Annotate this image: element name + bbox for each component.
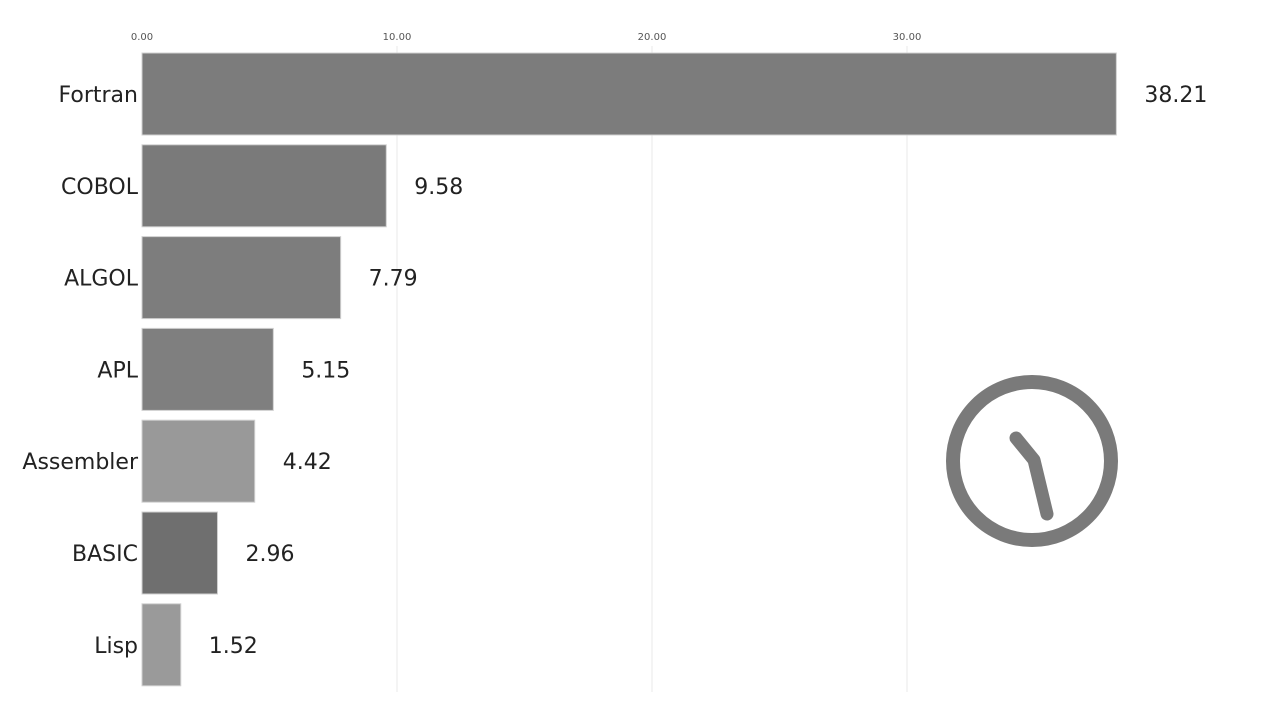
bar-fortran <box>141 52 1117 136</box>
value-label: 38.21 <box>1144 83 1207 108</box>
timer-hand <box>1009 431 1054 521</box>
category-label: BASIC <box>72 542 138 567</box>
x-tick-label: 0.00 <box>131 32 153 43</box>
bar-basic <box>141 511 218 595</box>
category-label: COBOL <box>61 175 139 200</box>
value-label: 2.96 <box>245 542 294 567</box>
bars <box>141 52 1117 687</box>
bar-apl <box>141 327 274 411</box>
bar-assembler <box>141 419 256 503</box>
category-labels: Fortran COBOL ALGOL APL Assembler BASIC Lisp <box>22 83 139 659</box>
category-label: Lisp <box>94 634 138 659</box>
x-tick-label: 20.00 <box>638 32 667 43</box>
x-tick-label: 30.00 <box>893 32 922 43</box>
value-label: 9.58 <box>414 175 463 200</box>
category-label: ALGOL <box>64 267 139 292</box>
bar-cobol <box>141 144 387 228</box>
category-label: Fortran <box>59 83 138 108</box>
value-labels: 38.21 9.58 7.79 5.15 4.42 2.96 1.52 <box>209 83 1208 659</box>
bar-lisp <box>141 603 182 687</box>
bar-algol <box>141 236 342 320</box>
value-label: 4.42 <box>283 450 332 475</box>
x-tick-label: 10.00 <box>383 32 412 43</box>
timer-clock-icon <box>946 375 1118 547</box>
category-label: Assembler <box>22 450 139 475</box>
x-axis-ticks: 0.00 10.00 20.00 30.00 <box>131 32 921 43</box>
timer-ring <box>946 375 1118 547</box>
grid-layer <box>396 46 908 692</box>
value-label: 7.79 <box>369 267 418 292</box>
value-label: 1.52 <box>209 634 258 659</box>
category-label: APL <box>97 358 138 383</box>
value-label: 5.15 <box>301 358 350 383</box>
